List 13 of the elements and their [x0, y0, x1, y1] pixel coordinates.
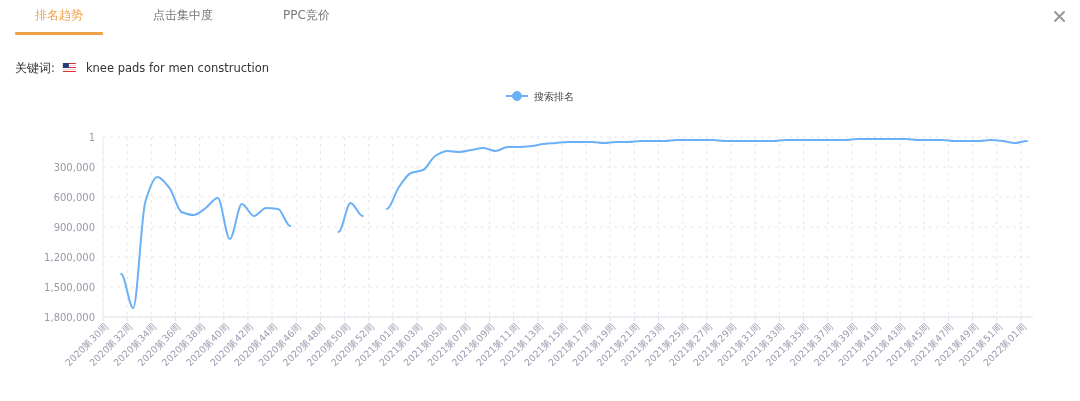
chart-subtitle: knee pads for men construction	[85, 61, 270, 75]
y-tick-label: 1	[88, 132, 95, 143]
y-tick-label: 300,000	[53, 162, 95, 173]
text: 排名趋势	[35, 8, 83, 22]
chart-title: 关键词:	[15, 61, 55, 75]
text: 点击集中度	[153, 8, 213, 22]
y-tick-label: 600,000	[53, 192, 95, 203]
legend-label: 搜索排名	[534, 91, 574, 102]
text: PPC竞价	[283, 8, 330, 22]
y-tick-label: 1,500,000	[44, 282, 95, 293]
y-tick-label: 900,000	[53, 222, 95, 233]
y-tick-label: 1,800,000	[44, 312, 95, 323]
y-tick-label: 1,200,000	[44, 252, 95, 263]
